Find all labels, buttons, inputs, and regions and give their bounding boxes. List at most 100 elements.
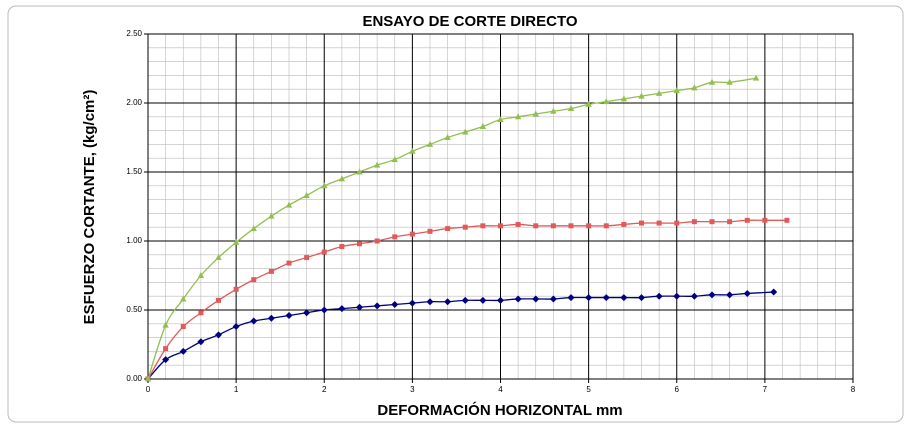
marker bbox=[320, 306, 328, 314]
marker bbox=[356, 303, 363, 311]
marker bbox=[356, 168, 363, 175]
marker bbox=[514, 113, 522, 120]
marker bbox=[427, 228, 433, 234]
plot-border bbox=[147, 33, 854, 380]
marker bbox=[233, 286, 239, 292]
y-tick-label: 1.00 bbox=[126, 236, 142, 245]
x-axis-label: DEFORMACIÓN HORIZONTAL mm bbox=[377, 401, 622, 419]
marker bbox=[391, 300, 399, 308]
marker bbox=[655, 292, 663, 300]
marker bbox=[602, 294, 610, 302]
marker bbox=[232, 323, 240, 331]
marker bbox=[339, 244, 345, 250]
marker bbox=[215, 254, 222, 261]
marker bbox=[426, 298, 434, 306]
marker bbox=[285, 201, 293, 208]
marker bbox=[709, 219, 715, 225]
marker bbox=[285, 312, 293, 320]
marker bbox=[374, 238, 380, 244]
marker bbox=[638, 92, 645, 99]
x-tick-label: 8 bbox=[851, 385, 856, 394]
x-tick-label: 5 bbox=[586, 385, 591, 394]
marker bbox=[480, 223, 486, 229]
marker bbox=[690, 292, 698, 300]
marker bbox=[479, 122, 487, 129]
marker bbox=[144, 375, 152, 382]
marker bbox=[479, 296, 487, 304]
marker bbox=[197, 338, 205, 346]
y-tick-label: 2.50 bbox=[126, 29, 142, 38]
marker bbox=[303, 309, 311, 317]
marker bbox=[462, 224, 468, 230]
y-axis-label: ESFUERZO CORTANTE, (kg/cm²) bbox=[81, 90, 98, 325]
marker bbox=[567, 294, 575, 302]
marker bbox=[250, 225, 257, 232]
marker bbox=[762, 217, 768, 223]
marker bbox=[462, 128, 469, 135]
marker bbox=[550, 107, 557, 114]
marker bbox=[585, 294, 593, 302]
marker bbox=[514, 295, 522, 303]
marker bbox=[461, 296, 469, 304]
marker bbox=[180, 295, 187, 302]
x-tick-label: 3 bbox=[410, 385, 415, 394]
marker bbox=[770, 288, 778, 296]
marker bbox=[691, 84, 698, 91]
x-tick-label: 1 bbox=[234, 385, 239, 394]
marker bbox=[708, 78, 716, 85]
chart-title: ENSAYO DE CORTE DIRECTO bbox=[362, 13, 577, 30]
marker bbox=[445, 226, 451, 232]
marker bbox=[567, 105, 575, 112]
marker bbox=[620, 95, 628, 102]
x-tick-label: 0 bbox=[146, 385, 151, 394]
marker bbox=[727, 219, 733, 225]
x-tick-label: 6 bbox=[675, 385, 680, 394]
marker bbox=[752, 74, 760, 81]
marker bbox=[638, 294, 645, 302]
marker bbox=[232, 238, 240, 245]
marker bbox=[603, 223, 609, 229]
x-tick-label: 2 bbox=[322, 385, 327, 394]
marker bbox=[373, 302, 381, 310]
marker bbox=[568, 223, 574, 229]
marker bbox=[304, 255, 310, 261]
marker bbox=[162, 321, 169, 328]
marker bbox=[408, 299, 416, 307]
y-tick-label: 2.00 bbox=[126, 98, 142, 107]
marker bbox=[603, 98, 610, 105]
marker bbox=[179, 347, 187, 355]
marker bbox=[673, 87, 680, 94]
marker bbox=[392, 234, 398, 240]
y-tick-label: 1.50 bbox=[126, 167, 142, 176]
marker bbox=[533, 223, 539, 229]
marker bbox=[515, 221, 521, 227]
marker bbox=[586, 223, 592, 229]
marker bbox=[549, 295, 557, 303]
marker bbox=[585, 100, 592, 107]
marker bbox=[267, 314, 275, 322]
marker bbox=[180, 324, 186, 330]
marker bbox=[197, 272, 205, 278]
y-tick-label: 0.50 bbox=[126, 305, 142, 314]
marker bbox=[691, 219, 697, 225]
marker bbox=[321, 249, 327, 255]
marker bbox=[655, 89, 663, 96]
marker bbox=[497, 116, 504, 123]
marker bbox=[639, 220, 644, 226]
marker bbox=[163, 346, 169, 352]
marker bbox=[198, 310, 204, 316]
x-tick-label: 7 bbox=[763, 385, 768, 394]
marker bbox=[373, 161, 381, 168]
y-tick-label: 0.00 bbox=[126, 374, 142, 383]
marker bbox=[338, 305, 346, 313]
marker bbox=[674, 220, 680, 226]
marker bbox=[268, 212, 275, 219]
marker bbox=[321, 182, 328, 189]
marker bbox=[409, 147, 416, 154]
marker bbox=[286, 260, 292, 266]
marker bbox=[409, 231, 415, 237]
marker bbox=[620, 294, 628, 302]
marker bbox=[532, 295, 540, 303]
